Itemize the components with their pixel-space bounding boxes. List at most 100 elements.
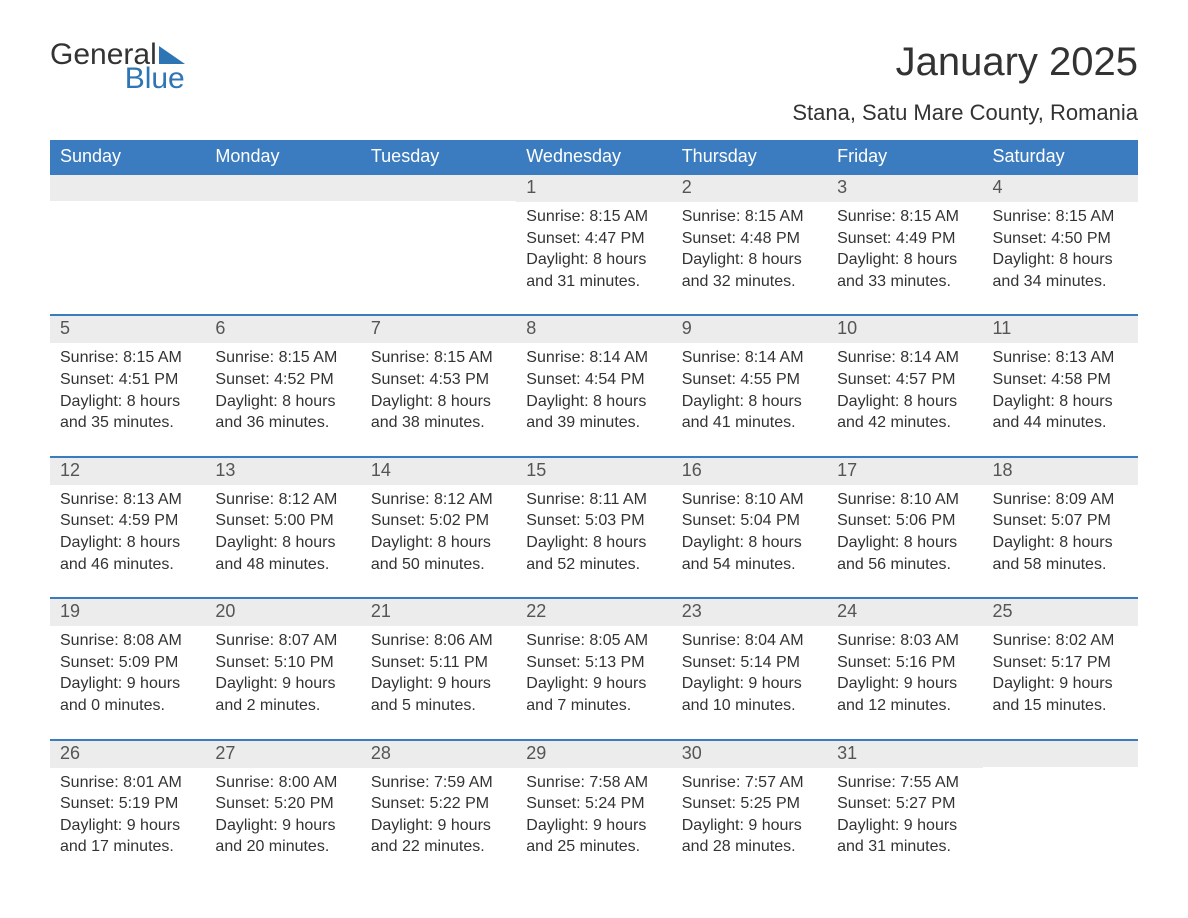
daylight-text: Daylight: 9 hours and 2 minutes. (215, 673, 350, 716)
day-number (983, 741, 1138, 767)
sunset-text: Sunset: 4:53 PM (371, 369, 506, 391)
day-details: Sunrise: 8:04 AMSunset: 5:14 PMDaylight:… (672, 626, 827, 722)
daylight-text: Daylight: 8 hours and 39 minutes. (526, 391, 661, 434)
day-details: Sunrise: 8:15 AMSunset: 4:50 PMDaylight:… (983, 202, 1138, 298)
calendar-day-cell: 20Sunrise: 8:07 AMSunset: 5:10 PMDayligh… (205, 599, 360, 722)
sunrise-text: Sunrise: 8:15 AM (682, 206, 817, 228)
sunrise-text: Sunrise: 8:15 AM (60, 347, 195, 369)
day-number: 20 (205, 599, 360, 626)
calendar-day-cell: 24Sunrise: 8:03 AMSunset: 5:16 PMDayligh… (827, 599, 982, 722)
day-details: Sunrise: 8:14 AMSunset: 4:54 PMDaylight:… (516, 343, 671, 439)
sunset-text: Sunset: 5:20 PM (215, 793, 350, 815)
sunset-text: Sunset: 4:57 PM (837, 369, 972, 391)
daylight-text: Daylight: 8 hours and 52 minutes. (526, 532, 661, 575)
sunset-text: Sunset: 5:11 PM (371, 652, 506, 674)
sunrise-text: Sunrise: 8:05 AM (526, 630, 661, 652)
daylight-text: Daylight: 8 hours and 48 minutes. (215, 532, 350, 575)
daylight-text: Daylight: 8 hours and 32 minutes. (682, 249, 817, 292)
calendar-day-cell: 3Sunrise: 8:15 AMSunset: 4:49 PMDaylight… (827, 175, 982, 298)
calendar-day-cell: 6Sunrise: 8:15 AMSunset: 4:52 PMDaylight… (205, 316, 360, 439)
calendar-day-cell: 12Sunrise: 8:13 AMSunset: 4:59 PMDayligh… (50, 458, 205, 581)
day-details: Sunrise: 7:58 AMSunset: 5:24 PMDaylight:… (516, 768, 671, 864)
day-details: Sunrise: 8:03 AMSunset: 5:16 PMDaylight:… (827, 626, 982, 722)
calendar-day-cell: 9Sunrise: 8:14 AMSunset: 4:55 PMDaylight… (672, 316, 827, 439)
calendar-day-cell (50, 175, 205, 298)
day-number: 12 (50, 458, 205, 485)
sunset-text: Sunset: 5:00 PM (215, 510, 350, 532)
calendar-day-cell: 8Sunrise: 8:14 AMSunset: 4:54 PMDaylight… (516, 316, 671, 439)
daylight-text: Daylight: 8 hours and 34 minutes. (993, 249, 1128, 292)
calendar-day-cell (983, 741, 1138, 864)
day-number: 21 (361, 599, 516, 626)
sunset-text: Sunset: 5:13 PM (526, 652, 661, 674)
sunset-text: Sunset: 5:27 PM (837, 793, 972, 815)
logo-text-blue: Blue (125, 62, 185, 95)
calendar-day-cell (361, 175, 516, 298)
sunrise-text: Sunrise: 8:13 AM (993, 347, 1128, 369)
calendar-week: 19Sunrise: 8:08 AMSunset: 5:09 PMDayligh… (50, 597, 1138, 722)
calendar-day-cell: 14Sunrise: 8:12 AMSunset: 5:02 PMDayligh… (361, 458, 516, 581)
day-details: Sunrise: 8:15 AMSunset: 4:49 PMDaylight:… (827, 202, 982, 298)
sunset-text: Sunset: 5:14 PM (682, 652, 817, 674)
calendar-day-cell: 15Sunrise: 8:11 AMSunset: 5:03 PMDayligh… (516, 458, 671, 581)
calendar-day-cell: 31Sunrise: 7:55 AMSunset: 5:27 PMDayligh… (827, 741, 982, 864)
daylight-text: Daylight: 8 hours and 33 minutes. (837, 249, 972, 292)
daylight-text: Daylight: 8 hours and 42 minutes. (837, 391, 972, 434)
day-number: 10 (827, 316, 982, 343)
sunrise-text: Sunrise: 8:03 AM (837, 630, 972, 652)
sunset-text: Sunset: 4:55 PM (682, 369, 817, 391)
header: General Blue January 2025 (50, 40, 1138, 94)
day-details: Sunrise: 8:09 AMSunset: 5:07 PMDaylight:… (983, 485, 1138, 581)
sunrise-text: Sunrise: 8:08 AM (60, 630, 195, 652)
day-details: Sunrise: 8:13 AMSunset: 4:59 PMDaylight:… (50, 485, 205, 581)
daylight-text: Daylight: 8 hours and 44 minutes. (993, 391, 1128, 434)
sunrise-text: Sunrise: 8:10 AM (837, 489, 972, 511)
daylight-text: Daylight: 8 hours and 56 minutes. (837, 532, 972, 575)
day-details: Sunrise: 8:12 AMSunset: 5:00 PMDaylight:… (205, 485, 360, 581)
day-details: Sunrise: 8:10 AMSunset: 5:06 PMDaylight:… (827, 485, 982, 581)
calendar-day-cell: 19Sunrise: 8:08 AMSunset: 5:09 PMDayligh… (50, 599, 205, 722)
day-number: 25 (983, 599, 1138, 626)
day-number: 24 (827, 599, 982, 626)
calendar-week: 12Sunrise: 8:13 AMSunset: 4:59 PMDayligh… (50, 456, 1138, 581)
sunrise-text: Sunrise: 8:02 AM (993, 630, 1128, 652)
calendar-day-cell: 28Sunrise: 7:59 AMSunset: 5:22 PMDayligh… (361, 741, 516, 864)
weekday-header-cell: Wednesday (516, 140, 671, 175)
logo: General Blue (50, 40, 185, 94)
day-number: 9 (672, 316, 827, 343)
daylight-text: Daylight: 9 hours and 10 minutes. (682, 673, 817, 716)
sunrise-text: Sunrise: 8:01 AM (60, 772, 195, 794)
daylight-text: Daylight: 8 hours and 35 minutes. (60, 391, 195, 434)
calendar-day-cell: 23Sunrise: 8:04 AMSunset: 5:14 PMDayligh… (672, 599, 827, 722)
day-number: 26 (50, 741, 205, 768)
calendar-day-cell: 30Sunrise: 7:57 AMSunset: 5:25 PMDayligh… (672, 741, 827, 864)
sunrise-text: Sunrise: 8:12 AM (371, 489, 506, 511)
sunset-text: Sunset: 5:09 PM (60, 652, 195, 674)
day-number: 2 (672, 175, 827, 202)
day-number (50, 175, 205, 201)
day-details: Sunrise: 8:13 AMSunset: 4:58 PMDaylight:… (983, 343, 1138, 439)
sunset-text: Sunset: 5:03 PM (526, 510, 661, 532)
day-details: Sunrise: 7:59 AMSunset: 5:22 PMDaylight:… (361, 768, 516, 864)
daylight-text: Daylight: 9 hours and 17 minutes. (60, 815, 195, 858)
daylight-text: Daylight: 8 hours and 50 minutes. (371, 532, 506, 575)
sunrise-text: Sunrise: 8:11 AM (526, 489, 661, 511)
sunset-text: Sunset: 5:17 PM (993, 652, 1128, 674)
daylight-text: Daylight: 9 hours and 12 minutes. (837, 673, 972, 716)
daylight-text: Daylight: 9 hours and 22 minutes. (371, 815, 506, 858)
sunrise-text: Sunrise: 8:00 AM (215, 772, 350, 794)
weekday-header-cell: Sunday (50, 140, 205, 175)
sunrise-text: Sunrise: 8:14 AM (682, 347, 817, 369)
daylight-text: Daylight: 9 hours and 15 minutes. (993, 673, 1128, 716)
sunset-text: Sunset: 4:54 PM (526, 369, 661, 391)
day-details: Sunrise: 8:15 AMSunset: 4:53 PMDaylight:… (361, 343, 516, 439)
calendar-week: 26Sunrise: 8:01 AMSunset: 5:19 PMDayligh… (50, 739, 1138, 864)
sunrise-text: Sunrise: 8:15 AM (993, 206, 1128, 228)
sunset-text: Sunset: 4:48 PM (682, 228, 817, 250)
calendar-day-cell: 2 Sunrise: 8:15 AMSunset: 4:48 PMDaylight… (672, 175, 827, 298)
sunset-text: Sunset: 4:49 PM (837, 228, 972, 250)
logo-text: General Blue (50, 40, 185, 94)
calendar-day-cell: 29Sunrise: 7:58 AMSunset: 5:24 PMDayligh… (516, 741, 671, 864)
day-number: 6 (205, 316, 360, 343)
day-number (205, 175, 360, 201)
